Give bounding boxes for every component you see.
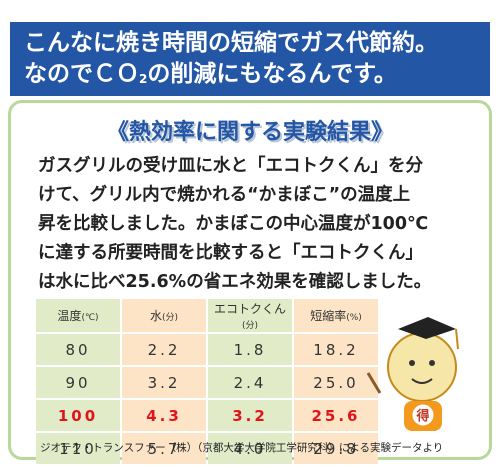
banner: こんなに焼き時間の短縮でガス代節約。 なのでＣＯ2の削減にもなるんです。 bbox=[10, 22, 490, 96]
header-cell: エコトクくん (分) bbox=[208, 299, 292, 332]
eye bbox=[409, 360, 415, 366]
table-cell: 4.3 bbox=[122, 400, 206, 431]
header-label: 短縮率 bbox=[310, 309, 347, 323]
table-cell: 80 bbox=[36, 334, 120, 365]
header-cell: 温度(℃) bbox=[36, 299, 120, 332]
heading: 《熱効率に関する実験結果》 bbox=[106, 120, 393, 145]
subscript: 2 bbox=[139, 72, 148, 86]
table-cell: 100 bbox=[36, 400, 120, 431]
table-cell: 110 bbox=[36, 433, 120, 464]
table-cell: 5.7 bbox=[122, 433, 206, 464]
pointer bbox=[366, 372, 382, 394]
table-row: 90 3.2 2.4 25.0 bbox=[36, 367, 378, 398]
table-cell: 2.2 bbox=[122, 334, 206, 365]
table-cell: 3.2 bbox=[122, 367, 206, 398]
header-unit: (℃) bbox=[81, 313, 99, 323]
mouth bbox=[411, 378, 433, 384]
header-row: 温度(℃) 水(分) エコトクくん(分) 短縮率(%) bbox=[36, 299, 378, 332]
banner-line: こんなに焼き時間の短縮でガス代節約。 bbox=[24, 30, 438, 56]
header-unit: (%) bbox=[346, 313, 362, 323]
badge bbox=[411, 403, 435, 427]
header-label: エコトクくん bbox=[213, 302, 286, 316]
eye bbox=[429, 360, 435, 366]
header-cell: 水(分) bbox=[122, 299, 206, 332]
cap bbox=[398, 317, 456, 339]
table-row: 100 4.3 3.2 25.6 bbox=[36, 400, 378, 431]
body-line: 昇を比較しました。かまぼこの中心温度が100℃ bbox=[38, 214, 429, 234]
table-cell: 4.0 bbox=[208, 433, 292, 464]
results-table: 温度(℃) 水(分) エコトクくん(分) 短縮率(%) 80 2.2 1.8 18.2 90 3.… bbox=[34, 297, 380, 466]
header-label: 温度 bbox=[57, 309, 82, 323]
table-row: 110 5.7 4.0 29.8 bbox=[36, 433, 378, 464]
badge-text: 得 bbox=[415, 408, 429, 424]
tassel bbox=[455, 328, 459, 350]
text: なのでＣＯ bbox=[24, 61, 139, 87]
table-cell: 90 bbox=[36, 367, 120, 398]
table-cell: 3.2 bbox=[208, 400, 292, 431]
table-cell: 2.4 bbox=[208, 367, 292, 398]
table-cell: 29.8 bbox=[294, 433, 378, 464]
table-cell: 25.0 bbox=[294, 367, 378, 398]
banner-line: なのでＣＯ2の削減にもなるんです。 bbox=[24, 59, 476, 90]
face bbox=[387, 332, 457, 402]
mascot: 得 bbox=[366, 317, 459, 431]
body-line: ガスグリルの受け皿に水と「エコトクくん」を分 bbox=[38, 156, 423, 176]
body-line: は水に比べ25.6%の省エネ効果を確認しました。 bbox=[38, 272, 432, 292]
table-cell: 25.6 bbox=[294, 400, 378, 431]
source-note: ジオテク・トランスファー（株）（京都大学大学院工学研究科）による実験データより bbox=[40, 442, 444, 454]
body-line: に達する所要時間を比較すると「エコトクくん」 bbox=[38, 243, 423, 263]
table-cell: 18.2 bbox=[294, 334, 378, 365]
body-text: ガスグリルの受け皿に水と「エコトクくん」を分 けて、グリル内で焼かれる“かまぼこ”… bbox=[38, 152, 431, 297]
table-row: 80 2.2 1.8 18.2 bbox=[36, 334, 378, 365]
header-unit: (分) bbox=[161, 313, 179, 323]
header-label: 水 bbox=[149, 309, 162, 323]
body-line: けて、グリル内で焼かれる“かまぼこ”の温度上 bbox=[38, 185, 411, 205]
table-cell: 1.8 bbox=[208, 334, 292, 365]
header-unit: (分) bbox=[241, 321, 259, 331]
text: の削減にもなるんです。 bbox=[147, 61, 397, 87]
header-cell: 短縮率(%) bbox=[294, 299, 378, 332]
